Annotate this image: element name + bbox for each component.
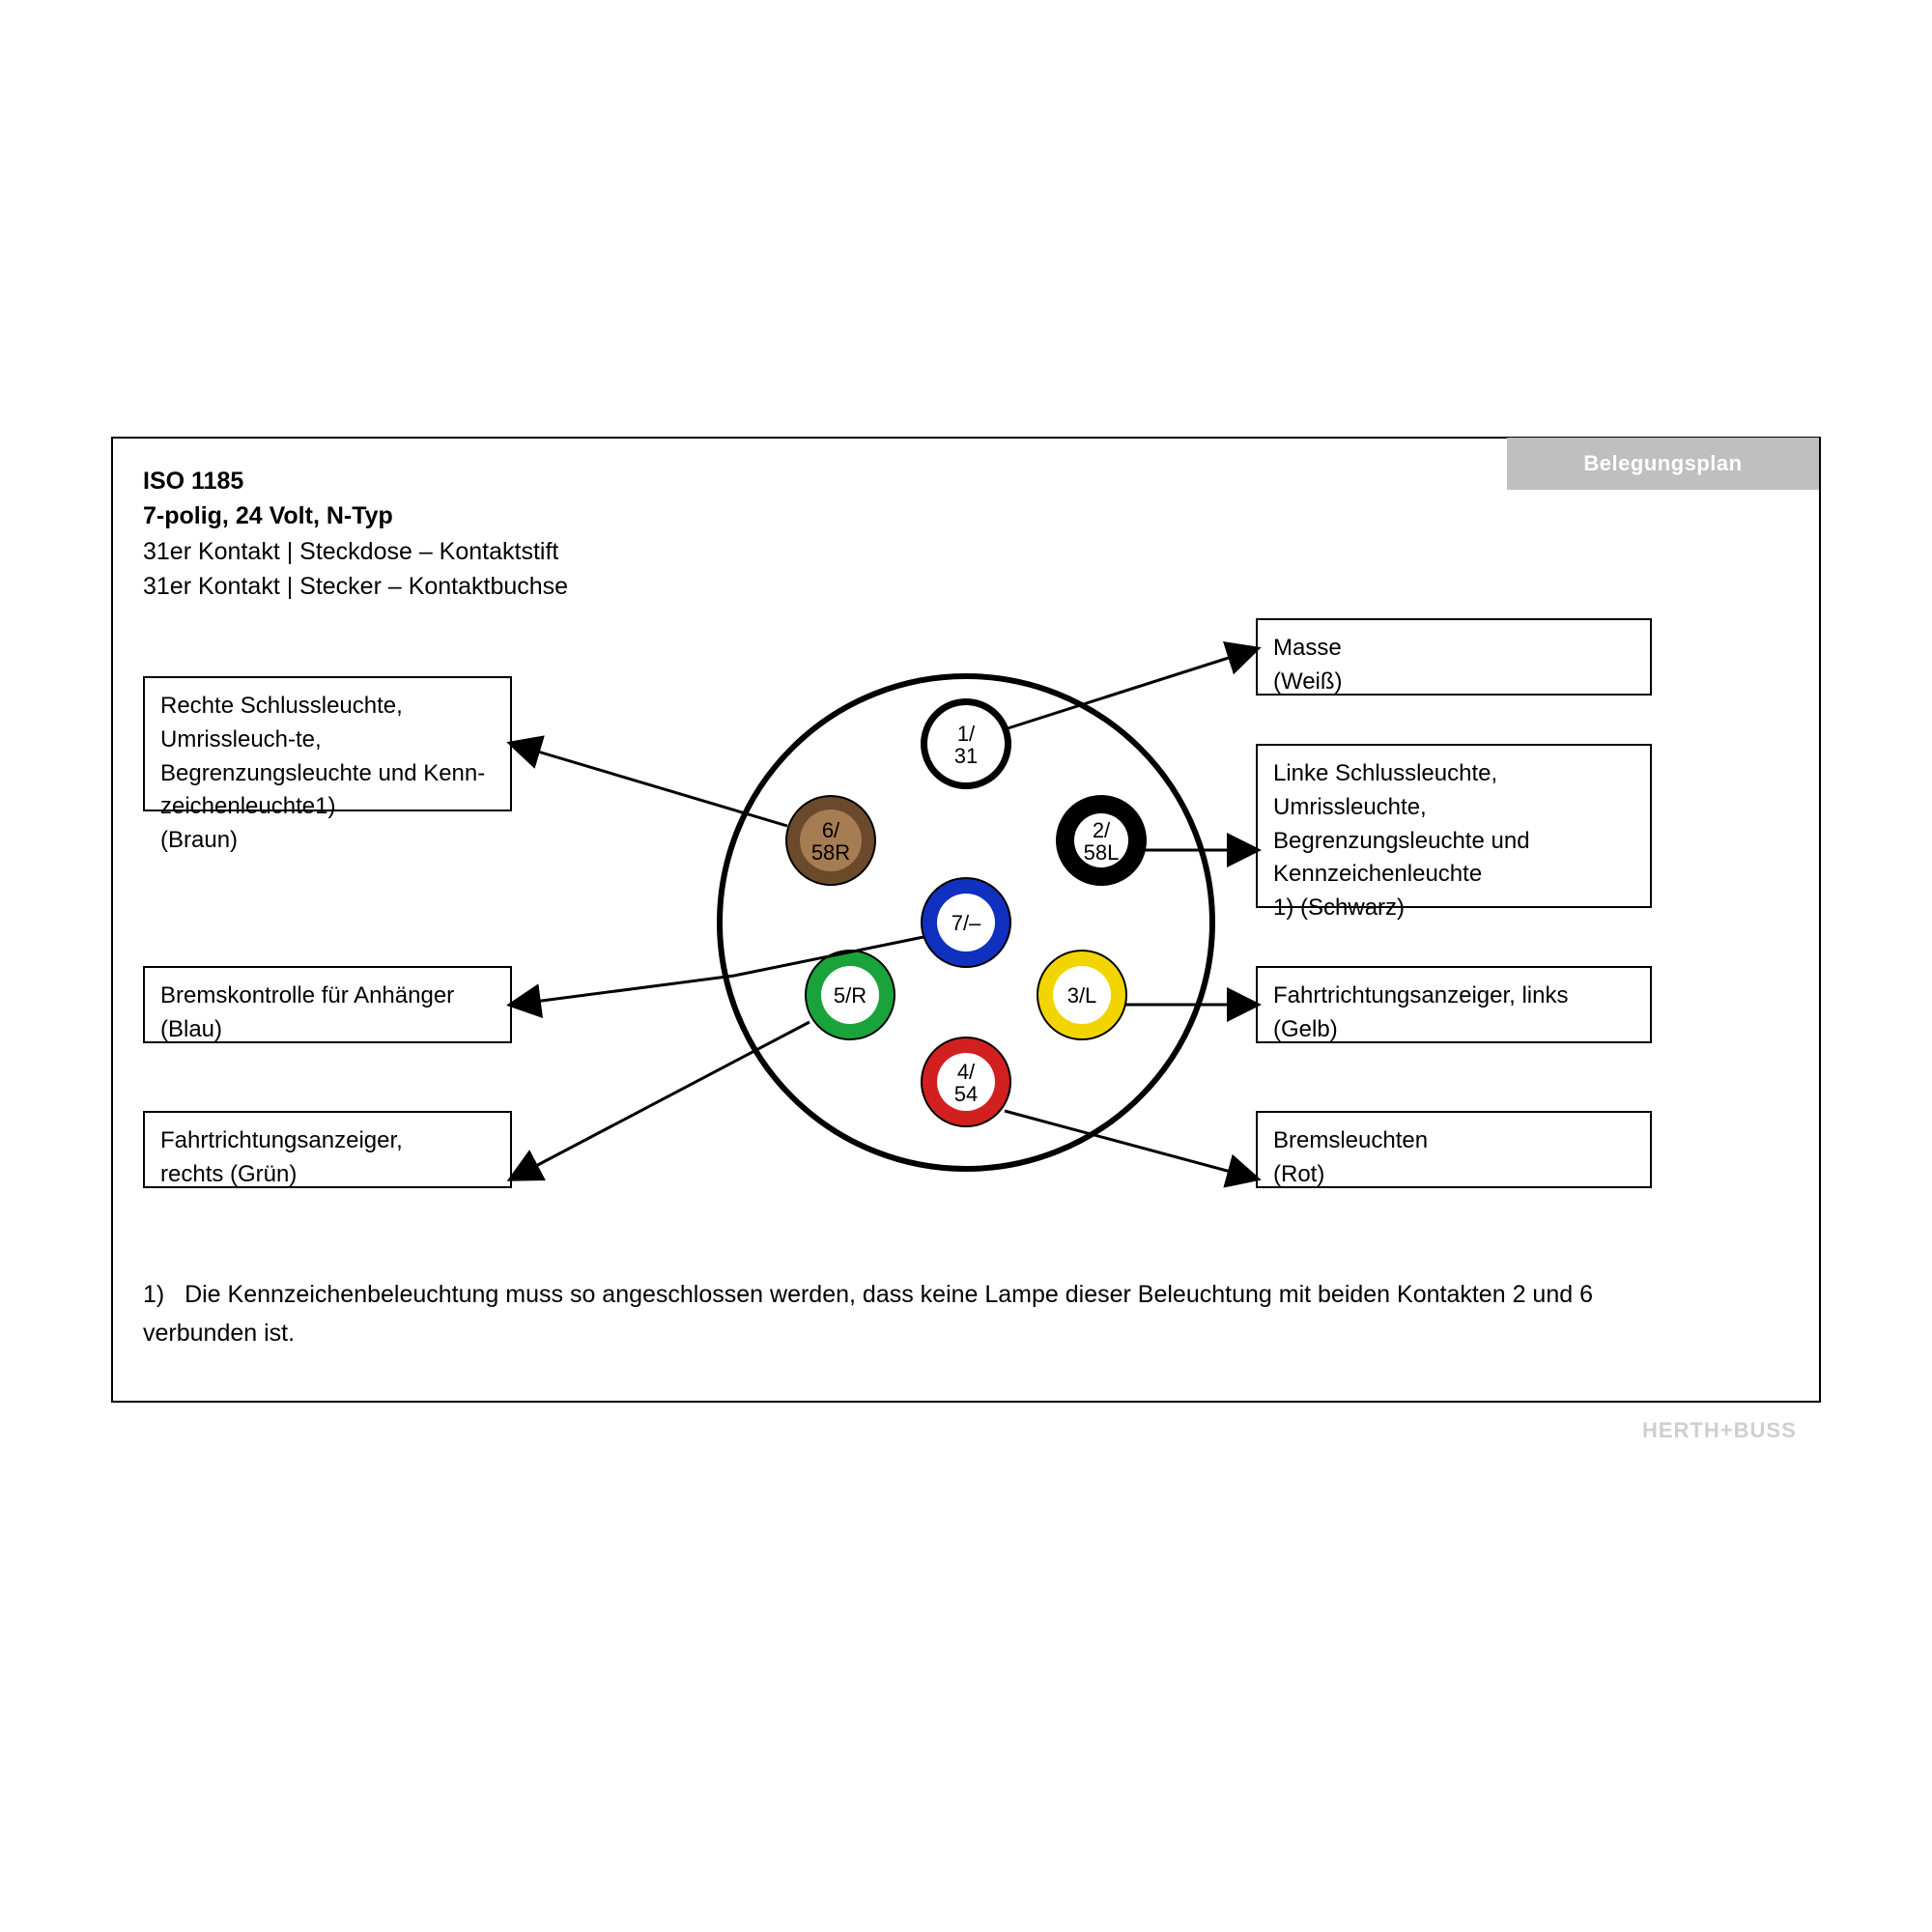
diagram-canvas: Belegungsplan ISO 1185 7-polig, 24 Volt,… xyxy=(0,0,1932,1932)
svg-text:6/: 6/ xyxy=(822,818,840,842)
svg-text:31: 31 xyxy=(954,744,978,768)
svg-text:3/L: 3/L xyxy=(1067,983,1097,1008)
diagram-svg: 1/31 2/58L 3/L 4/54 5/R 6/58R 7/– xyxy=(0,0,1932,1932)
svg-text:5/R: 5/R xyxy=(834,983,867,1008)
svg-text:1/: 1/ xyxy=(957,722,976,746)
svg-text:4/: 4/ xyxy=(957,1060,976,1084)
svg-text:7/–: 7/– xyxy=(952,911,981,935)
svg-text:54: 54 xyxy=(954,1082,978,1106)
svg-text:58L: 58L xyxy=(1084,840,1120,865)
svg-text:58R: 58R xyxy=(811,840,850,865)
svg-text:2/: 2/ xyxy=(1093,818,1111,842)
